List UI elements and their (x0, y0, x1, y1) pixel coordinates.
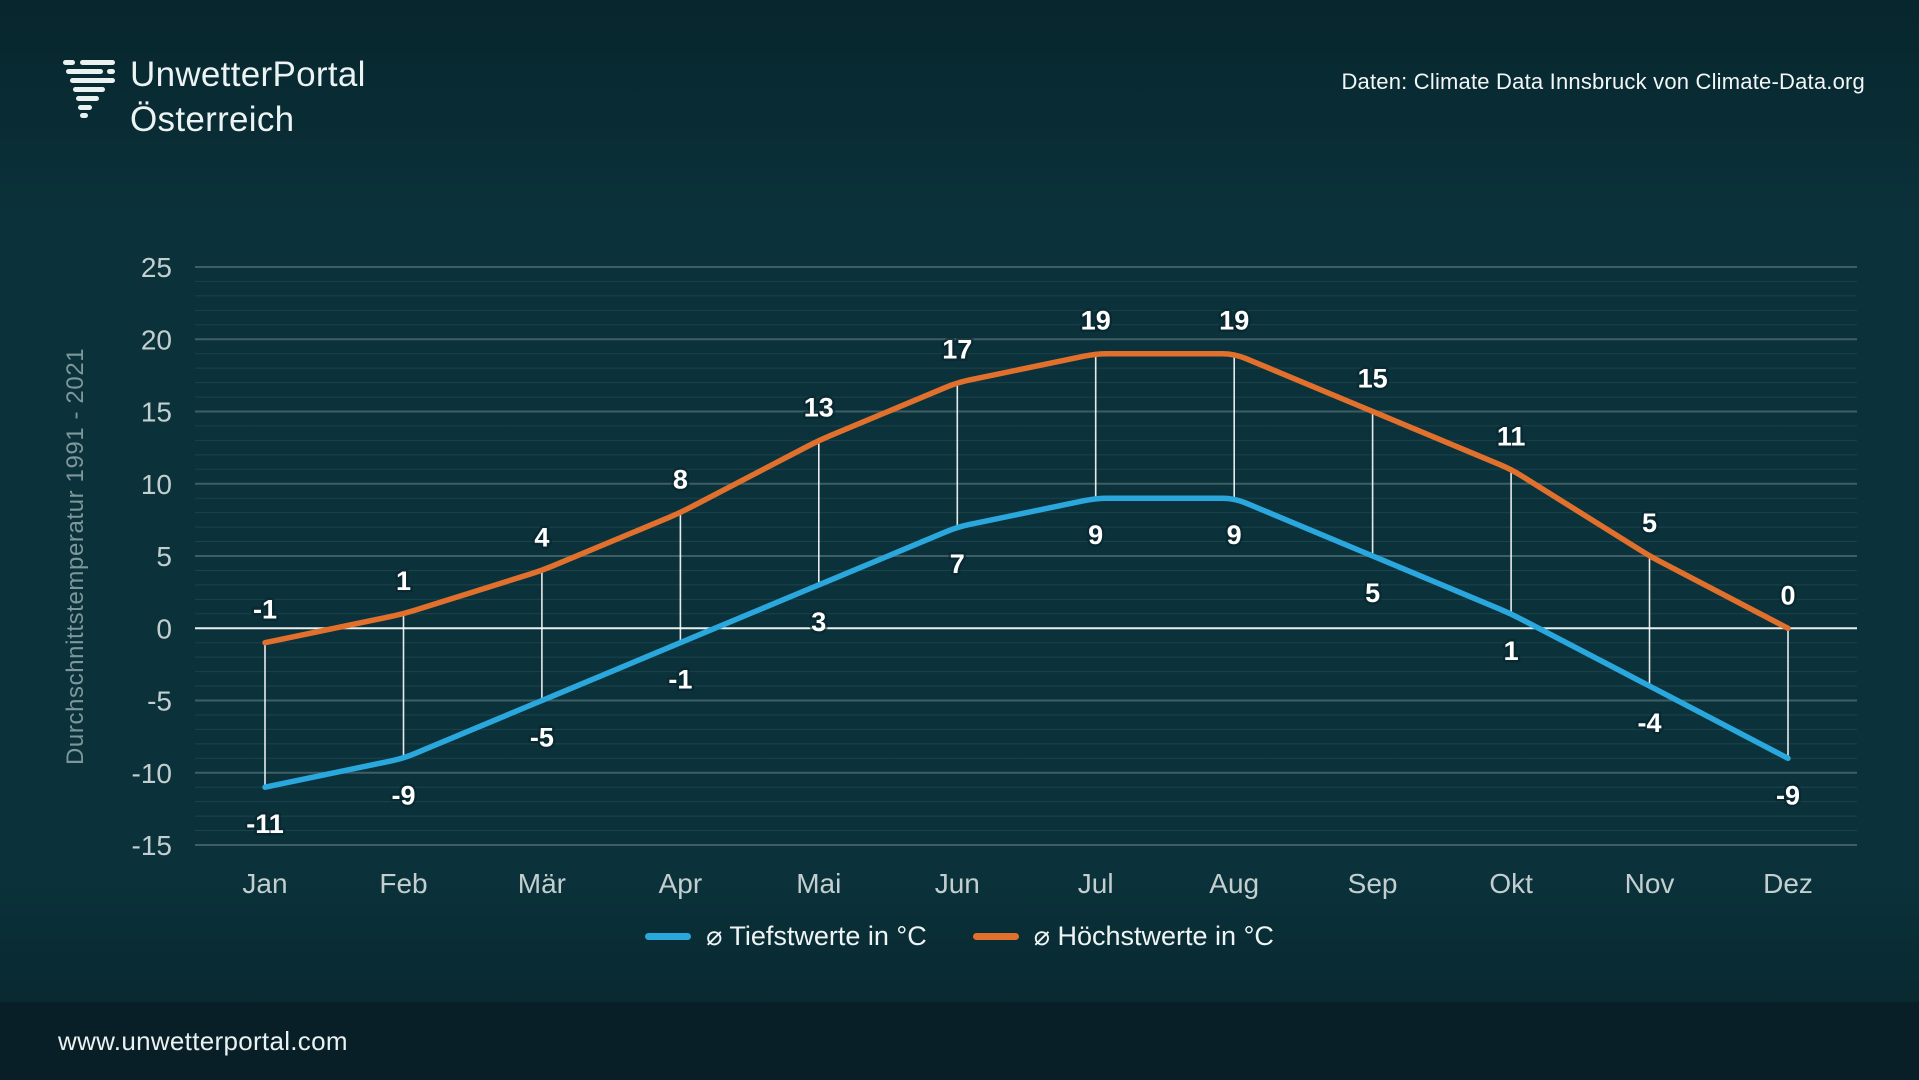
y-tick-15: 15 (141, 397, 172, 428)
y-tick-0: 0 (156, 613, 172, 644)
x-tick-11: Dez (1763, 868, 1813, 899)
legend-label-tiefstwerte: ⌀ Tiefstwerte in °C (706, 921, 927, 951)
data-label-high-8: 15 (1358, 364, 1388, 394)
data-label-high-5: 17 (942, 335, 972, 365)
footer-bar: www.unwetterportal.com (0, 1002, 1919, 1080)
data-label-high-1: 1 (396, 566, 411, 596)
data-label-high-10: 5 (1642, 508, 1657, 538)
series-line-high (262, 350, 1791, 646)
logo-bar (63, 60, 75, 65)
brand-title: UnwetterPortal Österreich (130, 52, 366, 142)
data-label-low-0: -11 (246, 809, 284, 839)
data-label-high-4: 13 (804, 392, 834, 422)
logo-bar (80, 60, 115, 65)
data-label-high-6: 19 (1081, 306, 1111, 336)
data-label-high-0: -1 (253, 595, 277, 625)
footer-website: www.unwetterportal.com (58, 1025, 348, 1056)
y-tick-10: 10 (141, 469, 172, 500)
data-label-low-9: 1 (1504, 636, 1519, 666)
chart-legend: ⌀ Tiefstwerte in °C ⌀ Höchstwerte in °C (0, 921, 1919, 952)
legend-item-hoechstwerte: ⌀ Höchstwerte in °C (972, 921, 1274, 952)
legend-item-tiefstwerte: ⌀ Tiefstwerte in °C (645, 921, 927, 952)
data-label-low-7: 9 (1227, 520, 1242, 550)
x-tick-5: Jun (935, 868, 980, 899)
data-label-low-2: -5 (530, 723, 554, 753)
data-label-low-6: 9 (1088, 520, 1103, 550)
data-label-low-11: -9 (1776, 780, 1800, 810)
data-label-high-3: 8 (673, 465, 688, 495)
data-label-high-9: 11 (1497, 421, 1526, 451)
x-tick-0: Jan (242, 868, 287, 899)
logo-bar (80, 113, 88, 118)
x-tick-4: Mai (796, 868, 841, 899)
logo-bar (107, 69, 115, 74)
x-tick-3: Apr (659, 868, 703, 899)
data-source-note: Daten: Climate Data Innsbruck von Climat… (1341, 69, 1865, 94)
brand-title-line1: UnwetterPortal (130, 55, 366, 94)
logo-bar (73, 87, 105, 92)
y-axis-title: Durchschnittstemperatur 1991 - 2021 (62, 347, 89, 765)
tornado-logo-icon (63, 60, 117, 120)
x-tick-9: Okt (1489, 868, 1533, 899)
data-label-low-5: 7 (950, 549, 965, 579)
x-tick-10: Nov (1625, 868, 1675, 899)
x-tick-7: Aug (1209, 868, 1259, 899)
y-tick-5: 5 (156, 541, 172, 572)
y-tick--5: -5 (147, 686, 172, 717)
logo-bar (78, 105, 92, 110)
x-tick-2: Mär (518, 868, 566, 899)
y-tick-25: 25 (141, 252, 172, 283)
y-tick--10: -10 (132, 758, 172, 789)
data-label-high-7: 19 (1219, 306, 1249, 336)
series-line-low (262, 495, 1791, 790)
y-tick--15: -15 (132, 830, 172, 861)
hoechstwerte-line-swatch (972, 933, 1019, 940)
x-tick-6: Jul (1078, 868, 1114, 899)
x-tick-8: Sep (1348, 868, 1398, 899)
legend-label-hoechstwerte: ⌀ Höchstwerte in °C (1033, 921, 1274, 951)
tiefstwerte-line-swatch (645, 933, 692, 940)
logo-bar (76, 96, 99, 101)
logo-bar (70, 78, 115, 83)
data-label-high-2: 4 (534, 523, 549, 553)
data-label-low-8: 5 (1365, 578, 1380, 608)
x-tick-1: Feb (379, 868, 427, 899)
data-label-low-10: -4 (1637, 708, 1661, 738)
data-label-low-1: -9 (391, 780, 415, 810)
data-label-low-3: -1 (668, 665, 692, 695)
data-label-low-4: 3 (811, 607, 826, 637)
y-tick-20: 20 (141, 324, 172, 355)
brand-title-line2: Österreich (130, 100, 295, 139)
logo-bar (66, 69, 103, 74)
data-label-high-11: 0 (1780, 580, 1795, 610)
